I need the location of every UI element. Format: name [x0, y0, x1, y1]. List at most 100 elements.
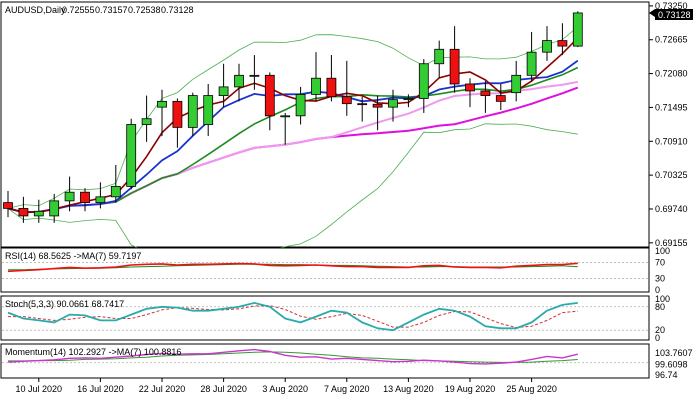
- ohlc-open-value: 0.72555: [62, 5, 95, 15]
- stoch-axis-label: 100: [655, 294, 670, 304]
- price-axis-label: 0.71495: [655, 102, 688, 112]
- candle-body: [434, 48, 445, 65]
- rsi-line: [7, 262, 578, 273]
- price-axis-label: 0.70910: [655, 136, 688, 146]
- momentum-ma-line: [8, 351, 578, 363]
- chart-symbol-label: AUDUSD,Daily: [5, 5, 66, 15]
- candle-body: [388, 99, 398, 108]
- momentum-pane-frame: [0, 343, 650, 379]
- candle-body: [526, 51, 537, 76]
- stoch-axis-label: 20: [655, 325, 665, 335]
- candle-body: [172, 100, 183, 128]
- candle-body: [33, 210, 44, 217]
- momentum-lines: [2, 348, 648, 365]
- stoch-k-line: [7, 301, 578, 332]
- time-axis-label: 7 Aug 2020: [324, 384, 370, 394]
- current-price-label: 0.73128: [658, 10, 691, 20]
- candlesticks: [3, 11, 583, 223]
- ma-blue-line: [7, 59, 579, 214]
- candle-body: [341, 96, 352, 105]
- price-axis-label: 0.69155: [655, 238, 688, 248]
- time-axis-label: 25 Aug 2020: [506, 384, 557, 394]
- candle-body: [49, 200, 60, 217]
- candle-body: [280, 115, 291, 118]
- candle-body: [418, 63, 429, 99]
- time-axis-label: 28 Jul 2020: [200, 384, 247, 394]
- candle-body: [264, 74, 275, 117]
- current-price-marker: [649, 9, 655, 17]
- rsi-axis-label: 70: [655, 258, 665, 268]
- momentum-label: Momentum(14) 102.2927 ->MA(7) 100.8816: [5, 347, 181, 357]
- candle-body: [465, 83, 475, 92]
- candle-body: [403, 98, 414, 101]
- price-axis-label: 0.69740: [655, 204, 688, 214]
- time-axis-label: 3 Aug 2020: [262, 384, 308, 394]
- rsi-axis-label: 30: [655, 273, 665, 283]
- momentum-pane[interactable]: Momentum(14) 102.2927 ->MA(7) 100.8816 1…: [0, 343, 693, 380]
- candle-body: [572, 12, 583, 47]
- momentum-axis-label: 96.74: [655, 370, 678, 380]
- candle-body: [295, 94, 306, 117]
- time-axis-label: 13 Aug 2020: [383, 384, 434, 394]
- candle-body: [95, 196, 106, 204]
- ohlc-high-value: 0.73157: [95, 5, 128, 15]
- momentum-axis-label: 103.7607: [655, 348, 693, 358]
- momentum-line: [7, 348, 578, 365]
- price-axis-label: 0.73250: [655, 1, 688, 11]
- candle-body: [157, 100, 167, 108]
- candle-body: [357, 103, 368, 106]
- candle-body: [495, 95, 506, 102]
- candle-body: [126, 124, 137, 187]
- price-axis-label: 0.72665: [655, 35, 688, 45]
- candle-body: [203, 95, 214, 125]
- current-price-box: [655, 9, 693, 20]
- stoch-label: Stoch(5,3,3) 90.0661 68.7417: [5, 299, 124, 309]
- candle-body: [449, 48, 460, 85]
- candle-body: [110, 186, 121, 198]
- bollinger-lower-line: [7, 123, 578, 259]
- price-pane-frame: [0, 1, 650, 248]
- candle-body: [511, 74, 522, 94]
- candle-body: [557, 40, 568, 47]
- rsi-axis: 100 70 30 0: [655, 246, 670, 295]
- price-axis: 0.73250 0.72665 0.72080 0.71495 0.70910 0.703…: [649, 1, 688, 248]
- rsi-axis-label: 0: [655, 285, 660, 295]
- stoch-axis-label: 0: [655, 333, 660, 343]
- candle-body: [80, 191, 90, 204]
- ohlc-low-value: 0.72538: [128, 5, 161, 15]
- rsi-label: RSI(14) 68.5625 ->MA(7) 59.7197: [5, 251, 141, 261]
- candle-body: [141, 118, 152, 125]
- time-axis: 10 Jul 2020 16 Jul 2020 22 Jul 2020 28 Jul …: [16, 378, 557, 394]
- price-pane[interactable]: AUDUSD,Daily 0.72555 0.73157 0.72538 0.7…: [0, 1, 693, 259]
- time-axis-label: 19 Aug 2020: [445, 384, 496, 394]
- stoch-d-line: [8, 305, 578, 329]
- time-axis-label: 22 Jul 2020: [139, 384, 186, 394]
- rsi-axis-label: 100: [655, 246, 670, 256]
- momentum-axis-label: 99.6098: [655, 359, 688, 369]
- stoch-lines: [2, 301, 648, 332]
- candle-body: [326, 77, 337, 98]
- rsi-pane-frame: [0, 247, 650, 293]
- candle-body: [480, 90, 491, 96]
- bollinger-upper-line: [7, 26, 579, 209]
- price-axis-label: 0.72080: [655, 69, 688, 79]
- bollinger-bands: [7, 26, 579, 259]
- time-axis-label: 16 Jul 2020: [77, 384, 124, 394]
- rsi-pane[interactable]: RSI(14) 68.5625 ->MA(7) 59.7197 100 70 30 0: [0, 246, 670, 295]
- candle-body: [542, 40, 552, 53]
- candle-body: [234, 74, 244, 88]
- candle-body: [18, 207, 29, 217]
- candle-body: [3, 202, 13, 209]
- ohlc-close-value: 0.73128: [161, 5, 194, 15]
- stoch-axis-label: 80: [655, 302, 665, 312]
- candle-body: [311, 77, 321, 95]
- candle-body: [187, 95, 198, 128]
- time-axis-label: 10 Jul 2020: [16, 384, 63, 394]
- candle-body: [64, 191, 75, 202]
- price-axis-label: 0.70325: [655, 170, 688, 180]
- rsi-lines: [2, 262, 648, 279]
